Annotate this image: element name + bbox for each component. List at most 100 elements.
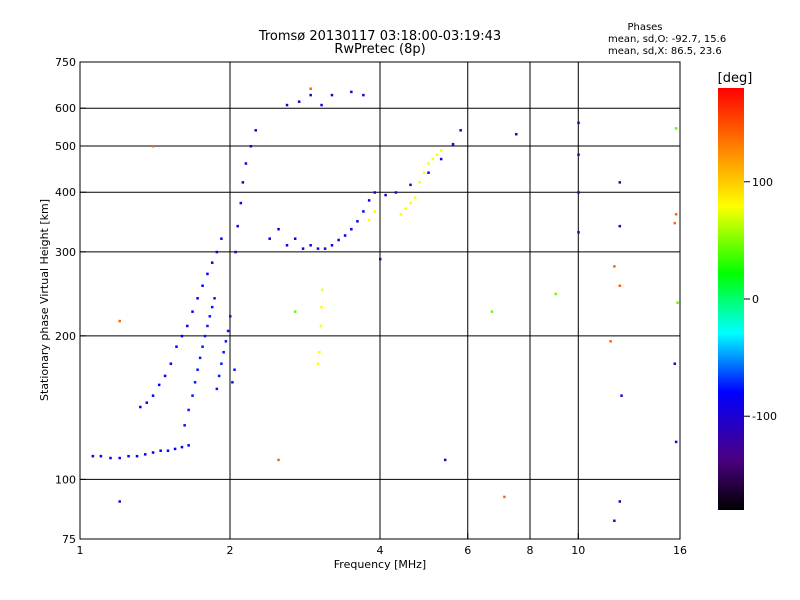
echo-point bbox=[301, 247, 305, 250]
echo-point bbox=[151, 451, 155, 454]
echo-point bbox=[285, 244, 289, 247]
echo-point bbox=[159, 449, 162, 452]
echo-point bbox=[439, 157, 443, 161]
echo-point bbox=[330, 244, 334, 247]
echo-point bbox=[373, 210, 377, 213]
echo-point bbox=[490, 310, 494, 313]
echo-point bbox=[220, 362, 223, 365]
echo-point bbox=[249, 144, 253, 148]
echo-point bbox=[208, 315, 212, 318]
echo-point bbox=[577, 121, 580, 125]
y-tick-label: 750 bbox=[55, 56, 76, 69]
echo-point bbox=[343, 234, 347, 237]
echo-point bbox=[175, 345, 178, 348]
echo-point bbox=[362, 210, 365, 213]
echo-point bbox=[413, 196, 417, 199]
echo-point bbox=[203, 334, 207, 338]
echo-point bbox=[91, 454, 95, 458]
phase-header: Phases bbox=[627, 22, 662, 33]
echo-point bbox=[673, 362, 677, 365]
x-tick-label: 4 bbox=[377, 544, 384, 557]
echo-point bbox=[198, 356, 202, 360]
echo-point bbox=[187, 408, 190, 412]
echo-point bbox=[674, 213, 678, 216]
echo-point bbox=[277, 227, 280, 231]
echo-point bbox=[384, 193, 387, 197]
echo-point bbox=[613, 265, 616, 268]
echo-point bbox=[323, 247, 327, 250]
x-tick-label: 16 bbox=[673, 544, 687, 557]
echo-point bbox=[196, 368, 199, 371]
echo-point bbox=[577, 191, 580, 194]
echo-point bbox=[316, 247, 320, 250]
echo-point bbox=[145, 401, 149, 404]
colorbar-tick-label: 0 bbox=[752, 293, 759, 306]
colorbar-tick-label: -100 bbox=[752, 410, 777, 423]
data-points bbox=[91, 87, 679, 523]
echo-point bbox=[676, 301, 679, 304]
echo-point bbox=[118, 500, 121, 503]
echo-point bbox=[127, 454, 130, 458]
echo-point bbox=[285, 103, 289, 107]
echo-point bbox=[394, 191, 398, 194]
echo-point bbox=[186, 324, 189, 328]
x-tick-label: 6 bbox=[464, 544, 471, 557]
echo-point bbox=[277, 458, 280, 462]
axis-ticks: 1 2 4 6 8 10 16 75 100 200 300 400 500 600 750 bbox=[55, 56, 687, 557]
echo-point bbox=[459, 129, 462, 132]
colorbar-tick-label: 100 bbox=[752, 176, 773, 189]
echo-point bbox=[427, 171, 430, 174]
echo-point bbox=[163, 374, 167, 378]
echo-point bbox=[151, 144, 155, 148]
echo-point bbox=[244, 162, 248, 165]
x-axis-label: Frequency [MHz] bbox=[334, 558, 426, 571]
echo-point bbox=[409, 201, 412, 205]
echo-point bbox=[293, 310, 297, 313]
phase-x-stats: mean, sd,X: 86.5, 23.6 bbox=[608, 46, 722, 57]
echo-point bbox=[191, 310, 194, 313]
colorbar bbox=[718, 88, 744, 510]
echo-point bbox=[316, 362, 320, 365]
echo-point bbox=[618, 181, 622, 184]
y-axis-label: Stationary phase Virtual Height [km] bbox=[38, 199, 51, 401]
echo-point bbox=[418, 181, 421, 184]
echo-point bbox=[439, 149, 443, 152]
echo-point bbox=[379, 257, 382, 261]
echo-point bbox=[183, 424, 186, 427]
echo-point bbox=[422, 171, 426, 174]
echo-point bbox=[451, 142, 455, 146]
echo-point bbox=[577, 153, 580, 156]
echo-point bbox=[180, 334, 184, 338]
echo-point bbox=[318, 350, 321, 354]
echo-point bbox=[236, 224, 239, 228]
chart-title-line2: RwPretec (8p) bbox=[334, 42, 425, 57]
echo-point bbox=[109, 456, 112, 460]
y-tick-label: 200 bbox=[55, 330, 76, 343]
y-tick-label: 75 bbox=[62, 533, 76, 546]
echo-point bbox=[139, 405, 142, 409]
y-tick-label: 600 bbox=[55, 102, 76, 115]
echo-point bbox=[169, 362, 173, 365]
echo-point bbox=[297, 100, 301, 103]
echo-point bbox=[554, 292, 557, 296]
echo-point bbox=[239, 201, 243, 205]
echo-point bbox=[99, 454, 103, 458]
echo-point bbox=[215, 250, 219, 254]
echo-point bbox=[206, 272, 209, 276]
x-tick-label: 2 bbox=[227, 544, 234, 557]
echo-point bbox=[515, 132, 518, 136]
echo-point bbox=[309, 93, 312, 97]
echo-point bbox=[226, 329, 230, 333]
echo-point bbox=[217, 374, 221, 378]
echo-point bbox=[309, 87, 312, 90]
echo-point bbox=[201, 345, 204, 348]
echo-point bbox=[234, 250, 237, 254]
echo-point bbox=[215, 387, 219, 391]
echo-point bbox=[293, 237, 297, 240]
y-tick-label: 300 bbox=[55, 246, 76, 259]
echo-point bbox=[201, 284, 204, 287]
echo-point bbox=[224, 340, 228, 343]
echo-point bbox=[157, 383, 161, 387]
echo-point bbox=[191, 394, 194, 397]
